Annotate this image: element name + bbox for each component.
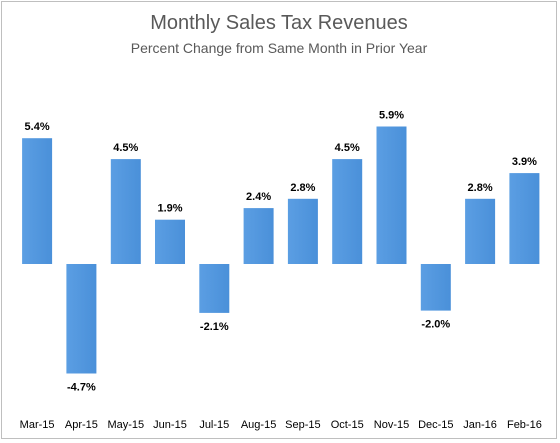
data-label: 2.4% [246, 191, 271, 203]
x-tick-label: Nov-15 [374, 419, 409, 431]
data-label: 1.9% [157, 203, 182, 215]
bar-apr-15 [66, 264, 97, 374]
x-tick-label: Jan-16 [463, 419, 497, 431]
x-tick-label: Sep-15 [285, 419, 320, 431]
x-tick-label: Jun-15 [153, 419, 187, 431]
data-label: 5.4% [25, 121, 50, 133]
bar-may-15 [110, 159, 141, 264]
bar-jun-15 [155, 219, 185, 264]
chart-title: Monthly Sales Tax Revenues [150, 12, 408, 34]
data-label: 2.8% [290, 182, 315, 194]
x-tick-label: Feb-16 [507, 419, 542, 431]
x-tick-label: Mar-15 [20, 419, 55, 431]
bar-nov-15 [376, 126, 407, 264]
x-tick-label: Oct-15 [331, 419, 364, 431]
x-tick-label: Dec-15 [418, 419, 453, 431]
x-tick-label: Apr-15 [65, 419, 98, 431]
x-tick-label: Aug-15 [241, 419, 276, 431]
bar-oct-15 [332, 159, 363, 264]
data-label: -2.0% [421, 319, 450, 331]
data-label: 3.9% [512, 156, 537, 168]
x-tick-label: Jul-15 [199, 419, 229, 431]
chart-subtitle: Percent Change from Same Month in Prior … [130, 40, 428, 56]
bar-mar-15 [22, 138, 53, 264]
data-label: -2.1% [200, 321, 229, 333]
bar-chart: 5.4% Mar-15 -4.7% Apr-15 4.5% May-15 1.9% Jun-1… [20, 110, 542, 432]
data-label: 4.5% [335, 142, 360, 154]
data-label: 2.8% [468, 182, 493, 194]
bar-jul-15 [199, 264, 230, 313]
x-tick-label: May-15 [107, 419, 144, 431]
bar-sep-15 [287, 198, 318, 264]
data-label: 5.9% [379, 110, 404, 122]
bar-jan-16 [465, 198, 496, 264]
bar-dec-15 [420, 264, 451, 311]
bar-feb-16 [509, 173, 540, 264]
data-label: 4.5% [113, 142, 138, 154]
bar-aug-15 [243, 208, 274, 264]
data-label: -4.7% [67, 382, 96, 394]
